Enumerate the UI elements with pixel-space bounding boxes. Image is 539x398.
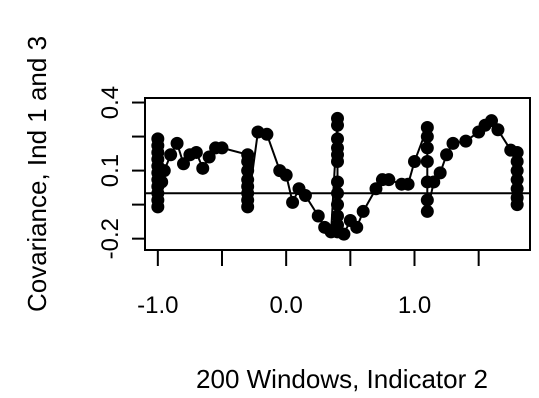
y-tick-label: 0.1 (97, 154, 124, 187)
data-point (331, 118, 344, 132)
data-point (369, 182, 383, 196)
data-point (331, 132, 344, 146)
data-point (311, 209, 325, 223)
data-point (331, 198, 344, 212)
data-point (510, 173, 524, 187)
data-point (459, 134, 473, 148)
data-point (331, 175, 344, 189)
data-point (401, 177, 415, 191)
data-point (420, 130, 434, 144)
data-point (241, 200, 255, 214)
data-point (446, 136, 460, 150)
y-axis-label: Covariance, Ind 1 and 3 (22, 36, 52, 312)
data-point (215, 141, 229, 155)
data-point (491, 123, 505, 137)
data-point (420, 193, 434, 207)
data-point (510, 145, 524, 159)
data-point (164, 148, 178, 162)
data-point (408, 155, 421, 169)
data-point (485, 114, 498, 128)
data-point (196, 161, 210, 175)
data-point (510, 164, 524, 178)
data-point (155, 175, 169, 189)
data-point (510, 155, 524, 169)
data-point (433, 166, 447, 180)
data-point (420, 155, 434, 169)
x-tick-label: 1.0 (398, 292, 431, 319)
data-point (420, 120, 434, 134)
data-point (510, 182, 524, 196)
data-point (331, 155, 344, 169)
x-tick-label: -1.0 (137, 292, 178, 319)
x-tick-label: 0.0 (269, 292, 302, 319)
data-point (260, 127, 274, 141)
y-tick-label: 0.4 (97, 86, 124, 119)
data-point (241, 155, 255, 169)
data-point (279, 168, 293, 182)
data-point (298, 189, 312, 203)
data-point (202, 150, 216, 164)
data-point (151, 200, 165, 214)
data-point (157, 164, 171, 178)
y-tick-label: -0.2 (97, 218, 124, 259)
x-axis-label: 200 Windows, Indicator 2 (196, 364, 488, 394)
data-point (420, 204, 434, 218)
data-point (510, 198, 524, 212)
data-point (286, 195, 300, 209)
data-point (382, 173, 396, 187)
data-point (420, 141, 434, 155)
data-point (331, 209, 344, 223)
data-point (170, 136, 184, 150)
data-point (356, 204, 370, 218)
plot-frame (144, 97, 531, 251)
data-point (427, 175, 441, 189)
data-point (241, 164, 255, 178)
data-point (350, 220, 364, 234)
data-point (440, 148, 454, 162)
data-point (189, 145, 203, 159)
data-point (337, 227, 351, 241)
data-point (331, 186, 344, 200)
data-point (177, 157, 190, 171)
